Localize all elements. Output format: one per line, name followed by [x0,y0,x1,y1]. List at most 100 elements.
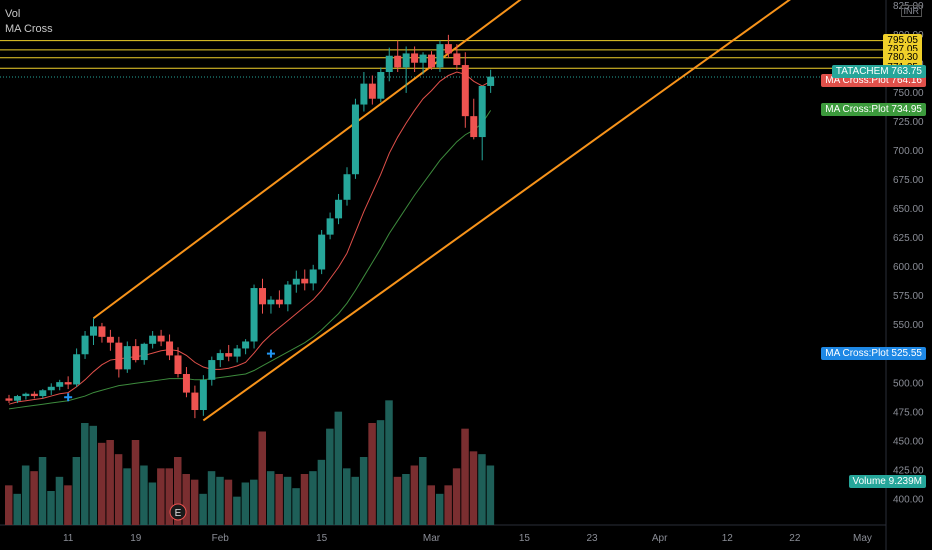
candle-body [470,116,478,138]
ma-green-badge: MA Cross:Plot 734.95 [821,103,926,117]
candle-body [436,44,444,68]
volume-bar [216,476,224,525]
price-tick-label: 550.00 [893,320,924,331]
volume-bar [486,465,495,525]
volume-bar [106,440,114,525]
price-tick-label: 825.00 [893,1,924,12]
candle-body [351,104,359,175]
candle-body [385,55,393,73]
volume-bar [148,482,157,525]
candle-body [402,53,410,68]
price-tick-label: 400.00 [893,494,924,505]
time-tick-label: 12 [722,533,734,544]
volume-badge: Volume 9.239M [848,475,926,488]
volume-bar [368,423,376,525]
candle-body [106,336,114,343]
time-tick-label: Apr [652,533,668,544]
candle-body [115,342,123,370]
earnings-marker-icon [169,503,187,521]
volume-bar [165,468,174,525]
level-price-badge: 780.30 [883,50,922,64]
candle-body [47,386,55,391]
time-tick-label: 15 [316,533,328,544]
candle-body [461,65,469,117]
candle-body [343,174,351,200]
volume-bar [300,474,309,525]
volume-bar [233,496,241,525]
volume-bar [131,440,140,525]
volume-bar [359,457,368,525]
volume-bar [343,468,351,525]
volume-bar [13,493,21,525]
candle-body [301,278,309,284]
volume-bar [224,479,233,525]
price-tick-label: 725.00 [893,117,924,128]
price-tick-label: 675.00 [893,175,924,186]
volume-bar [266,471,275,525]
volume-bar [241,482,250,525]
volume-bar [72,457,81,525]
legend-ma-cross: MA Cross [5,23,53,35]
candle-body [5,398,13,401]
volume-bar [292,488,300,525]
time-tick-label: 22 [789,533,801,544]
candle-body [453,53,461,66]
candle-body [56,382,64,387]
candle-body [174,355,182,375]
candle-body [166,341,174,356]
time-tick-label: Feb [212,533,230,544]
volume-bar [283,476,292,525]
volume-bar [190,479,199,525]
volume-bar [444,485,452,525]
price-tick-label: 700.00 [893,146,924,157]
candle-body [39,390,47,397]
ticker-price-badge: TATACHEM 763.75 [831,64,926,78]
candle-body [368,83,376,99]
time-tick-label: 23 [586,533,598,544]
candle-body [309,269,317,284]
volume-bar [64,485,72,525]
volume-bar [419,457,427,525]
price-tick-label: 750.00 [893,88,924,99]
candle-body [81,335,89,355]
candle-body [191,392,199,411]
price-tick-label: 500.00 [893,378,924,389]
volume-bar [351,476,359,525]
candle-body [377,72,385,99]
volume-bar [326,428,334,525]
candle-body [182,374,190,393]
price-tick-label: 475.00 [893,407,924,418]
currency-label[interactable]: INR [900,5,922,17]
price-tick-label: 425.00 [893,465,924,476]
candle-body [123,346,131,370]
candle-body [335,199,343,219]
price-tick-label: 600.00 [893,262,924,273]
channel-upper-line [92,0,522,320]
volume-bar [452,468,461,525]
volume-bar [317,459,326,525]
volume-bar [258,431,266,525]
candle-body [140,343,148,361]
candle-body [444,44,452,54]
price-tick-label: 575.00 [893,291,924,302]
volume-bar [402,474,410,525]
candle-body [419,54,427,63]
volume-bar [114,454,123,525]
volume-bar [376,420,385,525]
candle-body [411,53,419,63]
volume-bar [47,491,55,525]
candle-body [90,326,97,336]
volume-bar [157,468,165,525]
volume-bar [469,451,478,525]
volume-bar [38,457,47,525]
volume-bar [385,400,393,525]
candle-body [478,85,486,138]
earnings-marker-label: E [175,508,182,519]
candle-body [259,288,266,305]
volume-bar [435,493,444,525]
price-tick-label: 650.00 [893,204,924,215]
volume-bar [55,476,64,525]
candle-body [132,346,140,361]
volume-bar [30,471,38,525]
